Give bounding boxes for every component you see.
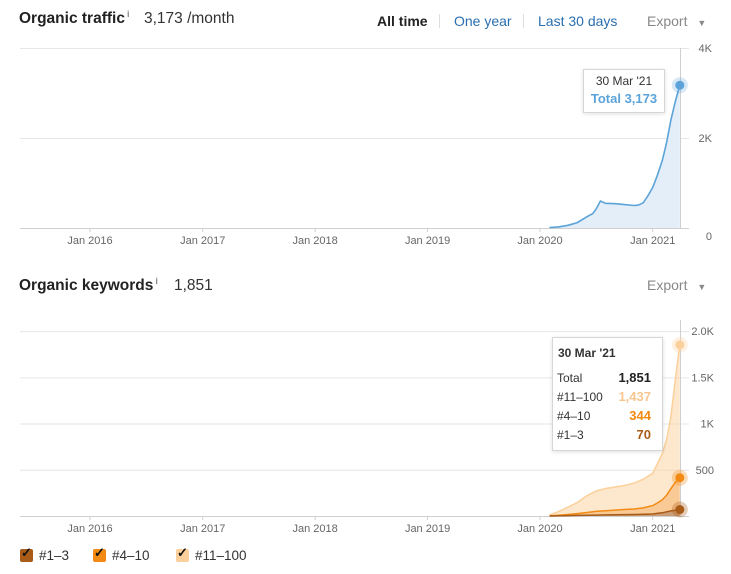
traffic-export-button[interactable]: Export ▼ [647, 13, 706, 29]
keywords-title: Organic keywords i [19, 276, 158, 295]
keywords-info-icon[interactable]: i [155, 276, 158, 286]
keywords-tooltip-label-4-10: #4–10 [557, 409, 591, 423]
keywords-export-button[interactable]: Export ▼ [647, 277, 706, 293]
traffic-area [549, 85, 680, 228]
x-tick-label: Jan 2017 [180, 235, 225, 247]
range-all-time[interactable]: All time [377, 13, 428, 29]
keywords-tooltip: 30 Mar '21 Total 1,851 #11–100 1,437 #4–… [552, 337, 663, 451]
y-tick-label: 1.5K [691, 372, 714, 384]
legend-item-4-10[interactable]: ✓ #4–10 [93, 545, 150, 563]
x-tick-label: Jan 2016 [67, 235, 112, 247]
traffic-summary: 3,173 /month [144, 10, 235, 27]
keywords-grid [20, 320, 689, 517]
keywords-tooltip-date: 30 Mar '21 [558, 346, 616, 360]
x-tick-label: Jan 2018 [293, 235, 338, 247]
chevron-down-icon: ▼ [697, 18, 707, 28]
marker-11-100 [675, 340, 685, 350]
y-tick-label: 500 [696, 465, 714, 477]
keywords-tooltip-value-4-10: 344 [629, 408, 651, 423]
x-tick-label: Jan 2021 [630, 523, 675, 535]
x-tick-label: Jan 2019 [405, 523, 450, 535]
export-label: Export [647, 13, 688, 29]
legend-label: #11–100 [195, 548, 247, 563]
y-tick-label: 2K [699, 133, 713, 145]
export-label: Export [647, 277, 688, 293]
range-last-30-days[interactable]: Last 30 days [538, 13, 618, 29]
keywords-tooltip-value-11-100: 1,437 [618, 389, 651, 404]
legend-item-1-3[interactable]: ✓ #1–3 [20, 545, 70, 563]
traffic-marker [671, 77, 688, 94]
keywords-markers [671, 336, 688, 518]
x-tick-label: Jan 2020 [517, 523, 562, 535]
keywords-line-1-3 [549, 508, 680, 517]
x-tick-label: Jan 2019 [405, 235, 450, 247]
keywords-summary: 1,851 [174, 277, 213, 294]
checkbox-icon: ✓ [20, 545, 33, 562]
y-tick-label: 0 [706, 231, 712, 243]
traffic-title: Organic traffic i [19, 9, 130, 28]
keywords-tooltip-value-total: 1,851 [618, 370, 651, 385]
keywords-tooltip-label-total: Total [557, 371, 583, 385]
legend-label: #4–10 [112, 548, 150, 563]
traffic-info-icon[interactable]: i [126, 9, 130, 19]
traffic-tooltip-date: 30 Mar '21 [595, 74, 653, 88]
y-tick-label: 4K [699, 43, 713, 55]
checkbox-icon: ✓ [93, 545, 106, 562]
traffic-ticks: 0 2K 4K Jan 2016 Jan 2017 Jan 2018 Jan 2019 Jan… [67, 43, 712, 247]
y-tick-label: 1K [701, 419, 715, 431]
x-tick-label: Jan 2018 [293, 523, 338, 535]
range-divider [523, 14, 524, 28]
x-tick-label: Jan 2021 [630, 235, 675, 247]
marker-4-10 [675, 473, 685, 483]
keywords-line-11-100 [549, 344, 681, 516]
traffic-tooltip: 30 Mar '21 Total 3,173 [583, 69, 665, 113]
x-tick-label: Jan 2017 [180, 523, 225, 535]
range-one-year[interactable]: One year [454, 13, 512, 29]
traffic-grid [20, 48, 689, 229]
y-tick-label: 2.0K [691, 326, 714, 338]
keywords-tooltip-label-1-3: #1–3 [557, 428, 584, 442]
keywords-tooltip-value-1-3: 70 [636, 427, 651, 442]
marker-point [675, 80, 685, 90]
keywords-tooltip-label-11-100: #11–100 [557, 390, 603, 404]
x-tick-label: Jan 2020 [517, 235, 562, 247]
range-divider [439, 14, 440, 28]
traffic-tooltip-total: Total 3,173 [590, 91, 658, 106]
keywords-ticks: 500 1K 1.5K 2.0K Jan 2016 Jan 2017 Jan 2018 Jan… [67, 326, 714, 535]
keywords-line-4-10 [549, 477, 681, 517]
marker-1-3 [675, 505, 685, 515]
checkbox-icon: ✓ [176, 545, 189, 562]
chevron-down-icon: ▼ [697, 282, 707, 292]
legend-label: #1–3 [39, 548, 70, 563]
legend-item-11-100[interactable]: ✓ #11–100 [176, 545, 247, 563]
x-tick-label: Jan 2016 [67, 523, 112, 535]
traffic-line [549, 84, 681, 229]
